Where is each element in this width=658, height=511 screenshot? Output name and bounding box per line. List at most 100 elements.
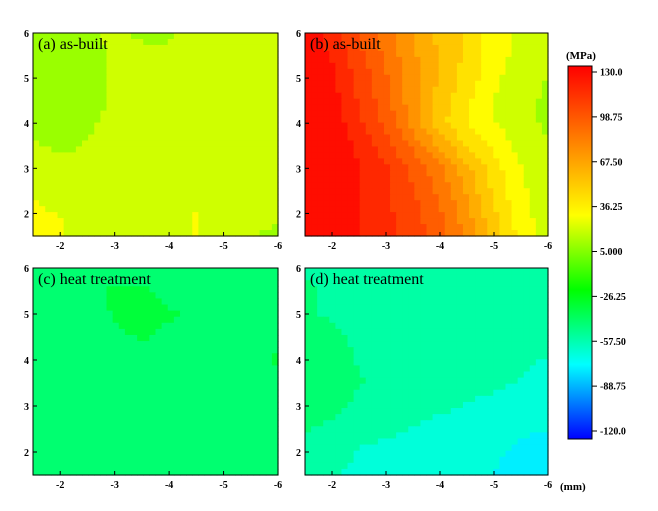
heatmap-cell [523,371,531,379]
heatmap-cell [161,268,169,275]
heatmap-cell [222,122,230,130]
heatmap-cell [493,298,500,306]
heatmap-cell [106,176,114,183]
heatmap-cell [541,116,549,124]
heatmap-cell [180,104,187,112]
heatmap-cell [259,92,267,100]
heatmap-cell [420,44,428,52]
heatmap-cell [305,383,312,391]
heatmap-cell [88,414,95,421]
heatmap-cell [39,274,46,281]
heatmap-cell [487,50,494,58]
heatmap-cell [432,371,440,379]
heatmap-cell [247,218,255,225]
heatmap-cell [390,377,397,385]
heatmap-cell [167,74,175,82]
heatmap-cell [94,104,101,112]
heatmap-cell [359,206,367,213]
heatmap-cell [414,347,422,354]
heatmap-cell [311,134,318,142]
heatmap-cell [311,341,318,348]
heatmap-cell [143,408,150,415]
heatmap-cell [499,74,507,82]
heatmap-cell [204,468,212,476]
heatmap-cell [511,292,519,300]
heatmap-cell [265,128,273,136]
heatmap-cell [323,280,330,287]
heatmap-cell [149,310,157,318]
heatmap-cell [529,310,537,318]
heatmap-cell [499,80,507,88]
heatmap-cell [402,128,409,136]
heatmap-cell [317,194,324,201]
heatmap-cell [106,347,114,354]
plot-frame [32,32,279,237]
heatmap-cell [511,134,519,142]
heatmap-cell [493,98,500,106]
heatmap-cell [426,359,434,367]
heatmap-cell [475,140,482,148]
heatmap-cell [438,33,446,40]
heatmap-cell [204,438,212,446]
heatmap-cell [426,170,434,177]
heatmap-cell [149,38,157,46]
heatmap-cell [106,322,114,330]
heatmap-cell [57,170,65,177]
heatmap-cell [475,56,482,64]
heatmap-cell [167,44,175,52]
heatmap-cell [396,62,403,70]
heatmap-cell [305,298,312,306]
heatmap-cell [69,274,77,281]
heatmap-cell [253,44,261,52]
heatmap-cell [167,456,175,464]
heatmap-cell [106,128,114,136]
heatmap-cell [523,152,531,159]
heatmap-cell [94,122,101,130]
heatmap-cell [396,310,403,318]
heatmap-cell [329,274,336,281]
heatmap-cell [529,212,537,219]
heatmap-cell [106,50,114,58]
heatmap-cell [505,206,513,213]
heatmap-cell [180,224,187,231]
plot-frame [304,32,549,237]
heatmap-cell [137,86,144,94]
heatmap-cell [329,353,336,360]
heatmap-cell [216,92,224,100]
heatmap-cell [39,316,46,324]
heatmap-cell [118,182,126,189]
heatmap-cell [75,334,83,342]
heatmap-cell [161,170,169,177]
heatmap-cell [462,176,470,183]
heatmap-cell [365,38,373,46]
heatmap-cell [438,268,446,275]
heatmap-cell [456,359,464,367]
heatmap-cell [82,140,89,148]
heatmap-cell [305,33,312,40]
heatmap-cell [161,304,169,312]
heatmap-cell [265,86,273,94]
heatmap-cell [469,268,476,275]
heatmap-cell [75,110,83,118]
heatmap-cell [173,206,181,213]
heatmap-cell [69,377,77,385]
heatmap-cell [517,328,525,336]
heatmap-cell [444,371,452,379]
heatmap-cell [444,98,452,106]
heatmap-cell [247,98,255,106]
heatmap-cell [180,414,187,421]
heatmap-cell [229,176,236,183]
heatmap-cell [444,164,452,171]
heatmap-cell [241,116,248,124]
heatmap-cell [198,212,206,219]
heatmap-cell [341,104,349,112]
heatmap-cell [305,280,312,287]
heatmap-cell [265,56,273,64]
heatmap-cell [75,371,83,379]
heatmap-cell [241,212,248,219]
heatmap-cell [204,188,212,195]
heatmap-cell [432,341,440,348]
heatmap-cell [271,146,279,154]
heatmap-cell [475,122,482,130]
